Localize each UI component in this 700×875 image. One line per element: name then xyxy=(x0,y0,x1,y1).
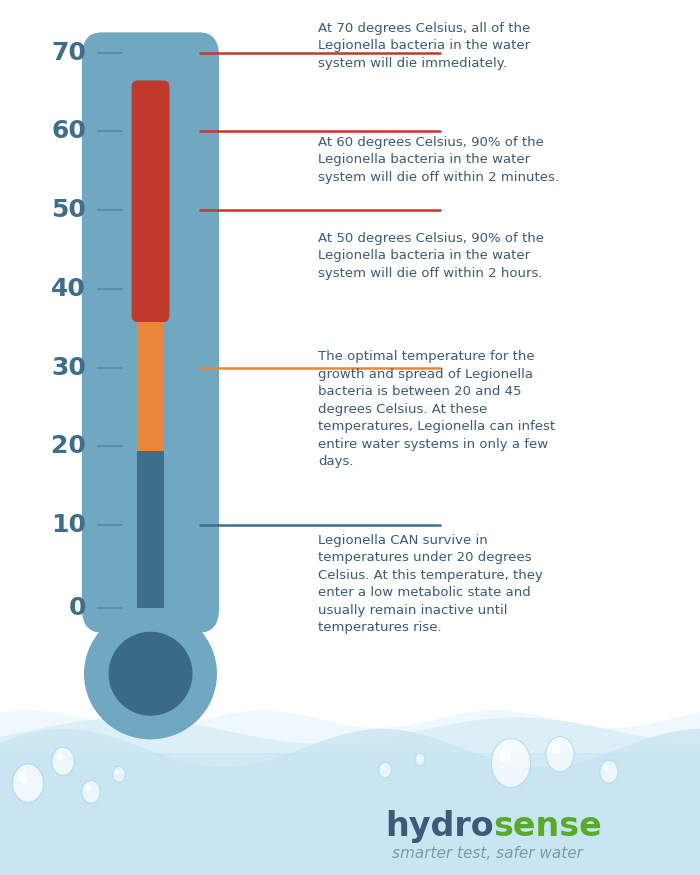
Circle shape xyxy=(603,765,609,772)
Circle shape xyxy=(417,756,420,760)
Polygon shape xyxy=(0,710,700,875)
Text: 10: 10 xyxy=(51,513,86,537)
FancyBboxPatch shape xyxy=(132,80,169,322)
Circle shape xyxy=(552,744,560,754)
Circle shape xyxy=(52,747,74,775)
Circle shape xyxy=(546,737,574,772)
Circle shape xyxy=(491,738,531,788)
Circle shape xyxy=(85,785,91,792)
Circle shape xyxy=(57,753,63,761)
Text: 70: 70 xyxy=(51,40,86,65)
FancyBboxPatch shape xyxy=(82,32,219,633)
Circle shape xyxy=(13,764,43,802)
Text: 0: 0 xyxy=(69,596,86,620)
Text: Legionella CAN survive in
temperatures under 20 degrees
Celsius. At this tempera: Legionella CAN survive in temperatures u… xyxy=(318,534,543,634)
Ellipse shape xyxy=(108,632,192,716)
Circle shape xyxy=(113,766,125,782)
Text: At 70 degrees Celsius, all of the
Legionella bacteria in the water
system will d: At 70 degrees Celsius, all of the Legion… xyxy=(318,22,531,70)
Bar xyxy=(137,315,164,451)
Text: hydro: hydro xyxy=(385,810,494,843)
Ellipse shape xyxy=(84,608,217,739)
Polygon shape xyxy=(0,718,700,875)
Text: sense: sense xyxy=(494,810,602,843)
Text: 30: 30 xyxy=(51,355,86,380)
Text: At 50 degrees Celsius, 90% of the
Legionella bacteria in the water
system will d: At 50 degrees Celsius, 90% of the Legion… xyxy=(318,232,545,280)
Circle shape xyxy=(500,749,510,762)
Text: The optimal temperature for the
growth and spread of Legionella
bacteria is betw: The optimal temperature for the growth a… xyxy=(318,350,556,468)
Circle shape xyxy=(600,760,618,783)
Text: smarter test, safer water: smarter test, safer water xyxy=(392,845,583,861)
Circle shape xyxy=(382,766,385,770)
Circle shape xyxy=(379,762,391,778)
Text: 20: 20 xyxy=(51,434,86,458)
Circle shape xyxy=(116,770,119,774)
Circle shape xyxy=(19,772,28,783)
Circle shape xyxy=(82,780,100,803)
Text: 60: 60 xyxy=(51,119,86,144)
Text: 50: 50 xyxy=(51,198,86,222)
Text: At 60 degrees Celsius, 90% of the
Legionella bacteria in the water
system will d: At 60 degrees Celsius, 90% of the Legion… xyxy=(318,136,559,184)
Circle shape xyxy=(415,753,425,766)
Polygon shape xyxy=(0,729,700,875)
Bar xyxy=(137,451,164,608)
Text: 40: 40 xyxy=(51,276,86,301)
